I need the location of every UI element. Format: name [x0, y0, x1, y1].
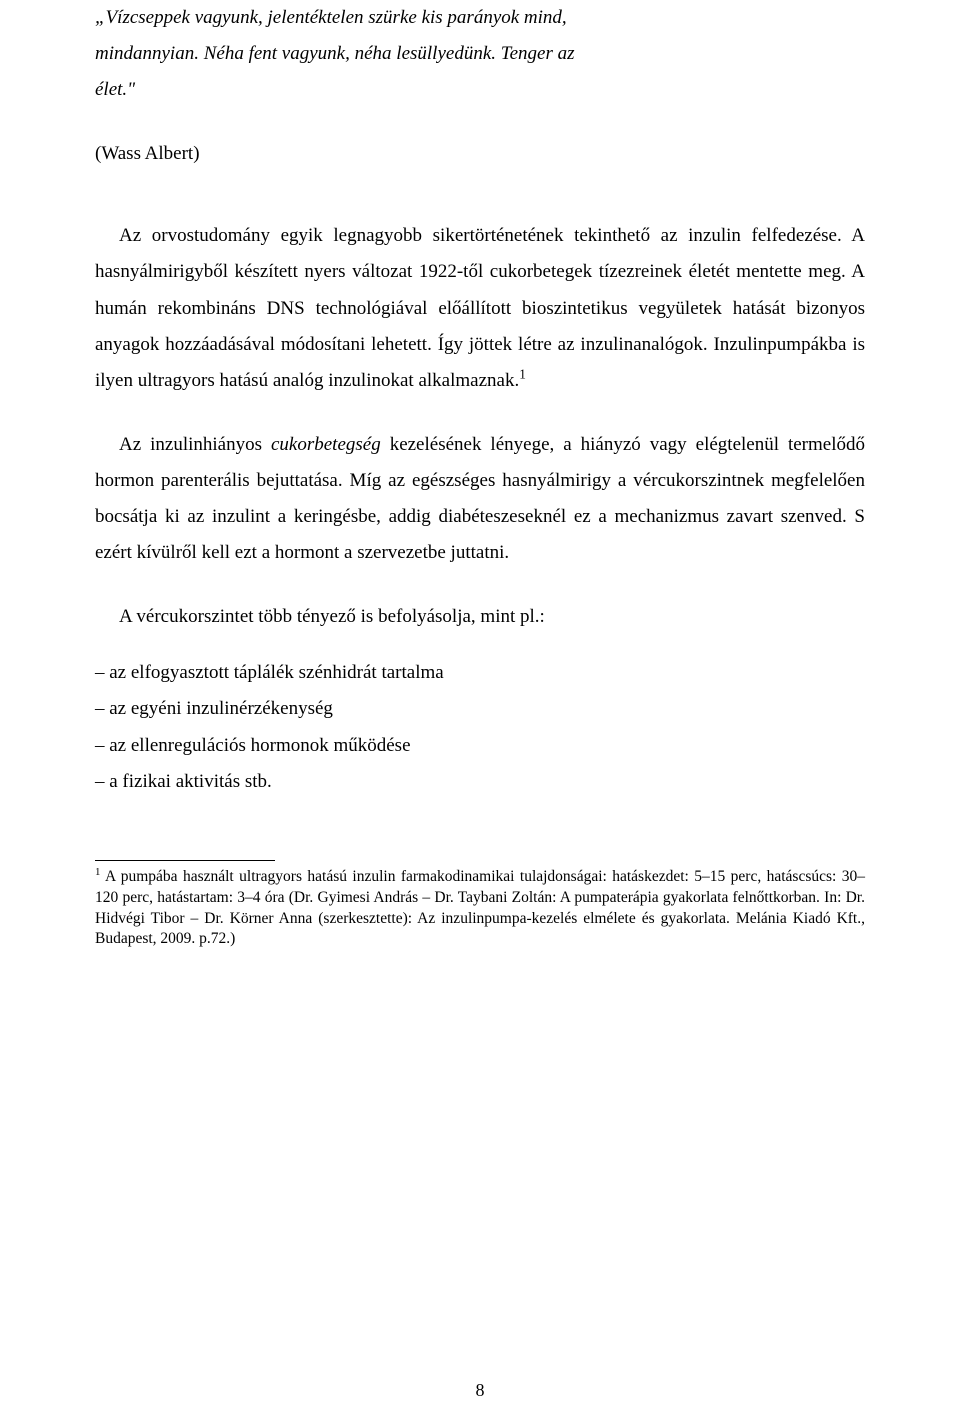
footnote-ref: 1	[519, 366, 526, 381]
paragraph-text: Az orvostudomány egyik legnagyobb sikert…	[95, 225, 865, 390]
page-number: 8	[0, 1373, 960, 1407]
emphasis: cukorbetegség	[271, 434, 381, 455]
quote-line: „Vízcseppek vagyunk, jelentéktelen szürk…	[95, 0, 865, 36]
epigraph-quote: „Vízcseppek vagyunk, jelentéktelen szürk…	[95, 0, 865, 108]
factor-list: – az elfogyasztott táplálék szénhidrát t…	[95, 655, 865, 799]
list-item: – az ellenregulációs hormonok működése	[95, 728, 865, 764]
quote-line: mindannyian. Néha fent vagyunk, néha les…	[95, 36, 865, 72]
footnote-text: A pumpába használt ultragyors hatású inz…	[95, 868, 865, 948]
quote-attribution: (Wass Albert)	[95, 136, 865, 172]
paragraph-text: Az inzulinhiányos	[119, 434, 271, 455]
document-page: „Vízcseppek vagyunk, jelentéktelen szürk…	[0, 0, 960, 1427]
footnote: 1 A pumpába használt ultragyors hatású i…	[95, 867, 865, 951]
paragraph-2: Az inzulinhiányos cukorbetegség kezelésé…	[95, 427, 865, 571]
list-item: – az egyéni inzulinérzékenység	[95, 691, 865, 727]
paragraph-1: Az orvostudomány egyik legnagyobb sikert…	[95, 218, 865, 398]
footnote-separator	[95, 860, 275, 861]
list-item: – a fizikai aktivitás stb.	[95, 764, 865, 800]
quote-line: élet."	[95, 72, 865, 108]
paragraph-3: A vércukorszintet több tényező is befoly…	[95, 599, 865, 635]
list-item: – az elfogyasztott táplálék szénhidrát t…	[95, 655, 865, 691]
